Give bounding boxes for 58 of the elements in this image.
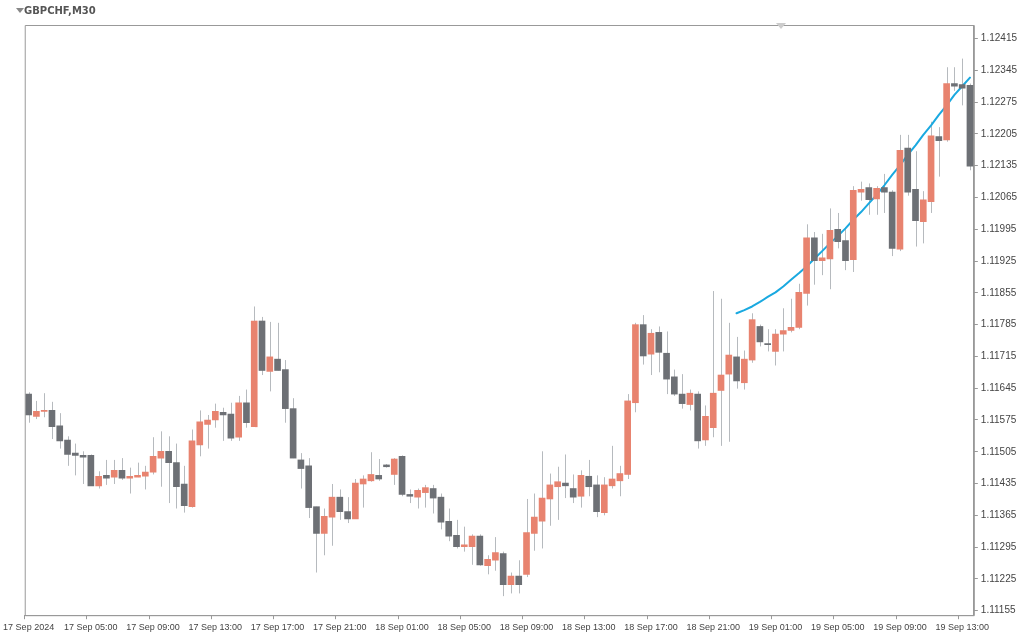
candlestick [686,389,694,411]
candlestick [110,459,118,485]
candlestick [390,457,398,486]
x-tick-label: 19 Sep 09:00 [873,622,927,633]
candlestick [655,325,663,373]
x-tick-label: 17 Sep 21:00 [313,622,367,633]
candlestick [103,459,110,486]
x-tick-label: 17 Sep 13:00 [188,622,243,633]
x-tick-label: 18 Sep 09:00 [499,622,554,633]
candlestick [764,328,772,352]
candlestick [935,126,943,178]
y-tick-label: 1.12065 [980,191,1018,203]
candlestick [811,231,818,286]
x-tick-label: 18 Sep 17:00 [624,622,678,633]
y-tick-label: 1.11225 [980,572,1017,584]
y-tick-label: 1.11785 [980,318,1017,330]
x-tick-label: 18 Sep 05:00 [437,622,492,633]
candlestick [756,324,764,347]
x-tick-label: 18 Sep 13:00 [561,622,616,633]
y-tick-label: 1.12345 [980,64,1018,76]
y-tick-label: 1.12415 [980,32,1018,44]
candlestick [212,403,219,429]
x-tick-label: 17 Sep 17:00 [250,622,305,633]
x-tick-label: 18 Sep 21:00 [686,622,741,633]
y-tick-label: 1.11925 [980,254,1017,266]
x-tick-label: 19 Sep 01:00 [748,622,803,633]
candlestick [569,473,577,504]
y-tick-label: 1.11645 [980,381,1017,393]
y-tick-label: 1.11855 [980,286,1017,298]
candlestick [873,185,880,216]
y-tick-label: 1.11435 [980,477,1017,489]
y-tick-label: 1.12135 [980,159,1018,171]
x-tick-label: 17 Sep 05:00 [64,622,118,633]
y-tick-label: 1.11575 [980,413,1017,425]
candlestick [881,173,888,214]
x-tick-label: 17 Sep 2024 [3,622,55,633]
candlestick [865,182,873,216]
x-tick-label: 18 Sep 01:00 [375,622,429,633]
y-tick-label: 1.11295 [980,540,1017,552]
chart-title: GBPCHF,M30 [24,4,96,16]
y-tick-label: 1.11365 [980,509,1017,521]
candlestick [562,453,569,499]
candlestick [515,559,523,594]
y-tick-label: 1.11155 [980,604,1016,616]
candlestick [725,322,733,443]
y-tick-label: 1.11715 [980,350,1017,362]
candlestick [577,469,585,509]
x-tick-label: 17 Sep 09:00 [126,622,180,633]
candlestick [266,321,274,392]
candlestick [243,389,250,429]
candlestick [375,458,383,482]
x-tick-label: 19 Sep 13:00 [935,622,989,633]
y-tick-label: 1.12275 [980,95,1018,107]
y-tick-label: 1.11995 [980,223,1017,235]
y-tick-label: 1.12205 [980,127,1018,139]
candlestick [717,298,725,447]
x-tick-label: 19 Sep 05:00 [810,622,865,633]
y-tick-label: 1.11505 [980,445,1017,457]
